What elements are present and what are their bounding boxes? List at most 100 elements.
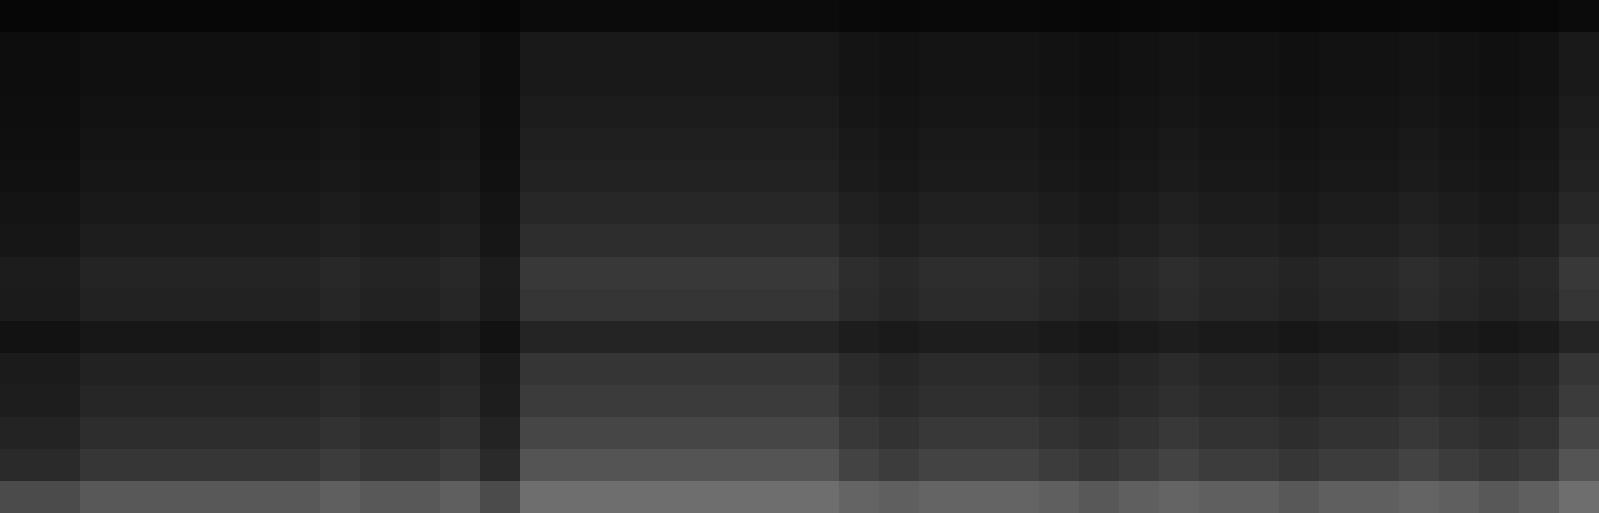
cell — [400, 321, 440, 354]
cell — [1479, 32, 1519, 65]
cell — [120, 0, 160, 33]
cell — [0, 289, 40, 322]
cell — [1199, 289, 1239, 322]
cell — [999, 449, 1039, 482]
cell — [200, 289, 240, 322]
cell — [1439, 0, 1479, 33]
cell — [1199, 481, 1239, 513]
cell — [280, 96, 320, 129]
cell — [1079, 64, 1119, 97]
cell — [120, 224, 160, 257]
cell — [320, 224, 360, 257]
cell — [720, 96, 760, 129]
cell — [120, 32, 160, 65]
cell — [440, 160, 480, 193]
cell — [480, 224, 520, 257]
cell — [879, 224, 919, 257]
cell — [800, 128, 840, 161]
cell — [400, 417, 440, 450]
cell — [80, 417, 120, 450]
cell — [1399, 257, 1439, 290]
cell — [760, 224, 800, 257]
cell — [1279, 64, 1319, 97]
cell — [1519, 385, 1559, 418]
cell — [320, 96, 360, 129]
cell — [600, 96, 640, 129]
cell — [879, 321, 919, 354]
cell — [1319, 0, 1359, 33]
cell — [400, 96, 440, 129]
cell — [360, 96, 400, 129]
cell — [40, 417, 80, 450]
cell — [1239, 257, 1279, 290]
cell — [560, 321, 600, 354]
cell — [800, 224, 840, 257]
cell — [200, 353, 240, 386]
cell — [40, 32, 80, 65]
cell — [839, 192, 879, 225]
cell — [919, 0, 959, 33]
cell — [1559, 417, 1599, 450]
cell — [1119, 289, 1159, 322]
cell — [1359, 353, 1399, 386]
cell — [360, 481, 400, 513]
cell — [1159, 192, 1199, 225]
cell — [1319, 160, 1359, 193]
cell — [959, 96, 999, 129]
cell — [1159, 128, 1199, 161]
cell — [80, 289, 120, 322]
cell — [600, 224, 640, 257]
cell — [240, 321, 280, 354]
cell — [999, 257, 1039, 290]
cell — [320, 417, 360, 450]
cell — [0, 160, 40, 193]
cell — [640, 449, 680, 482]
cell — [40, 96, 80, 129]
cell — [40, 160, 80, 193]
cell — [400, 481, 440, 513]
cell — [720, 32, 760, 65]
cell — [80, 257, 120, 290]
cell — [1199, 192, 1239, 225]
cell — [200, 417, 240, 450]
cell — [720, 128, 760, 161]
cell — [1119, 449, 1159, 482]
cell — [560, 481, 600, 513]
cell — [760, 257, 800, 290]
cell — [959, 160, 999, 193]
cell — [1159, 449, 1199, 482]
cell — [360, 449, 400, 482]
cell — [160, 289, 200, 322]
cell — [720, 257, 760, 290]
cell — [680, 224, 720, 257]
cell — [0, 481, 40, 513]
cell — [120, 321, 160, 354]
cell — [959, 417, 999, 450]
cell — [1359, 192, 1399, 225]
cell — [480, 96, 520, 129]
cell — [1319, 353, 1359, 386]
cell — [1479, 481, 1519, 513]
cell — [560, 96, 600, 129]
cell — [839, 289, 879, 322]
cell — [480, 385, 520, 418]
cell — [1039, 0, 1079, 33]
cell — [520, 128, 560, 161]
cell — [919, 32, 959, 65]
cell — [1199, 385, 1239, 418]
cell — [120, 128, 160, 161]
cell — [440, 321, 480, 354]
cell — [1479, 64, 1519, 97]
cell — [1159, 0, 1199, 33]
cell — [560, 385, 600, 418]
cell — [480, 32, 520, 65]
cell — [1159, 481, 1199, 513]
cell — [1079, 257, 1119, 290]
cell — [1399, 481, 1439, 513]
cell — [1239, 385, 1279, 418]
cell — [919, 353, 959, 386]
cell — [1079, 385, 1119, 418]
cell — [919, 128, 959, 161]
cell — [80, 64, 120, 97]
cell — [560, 0, 600, 33]
